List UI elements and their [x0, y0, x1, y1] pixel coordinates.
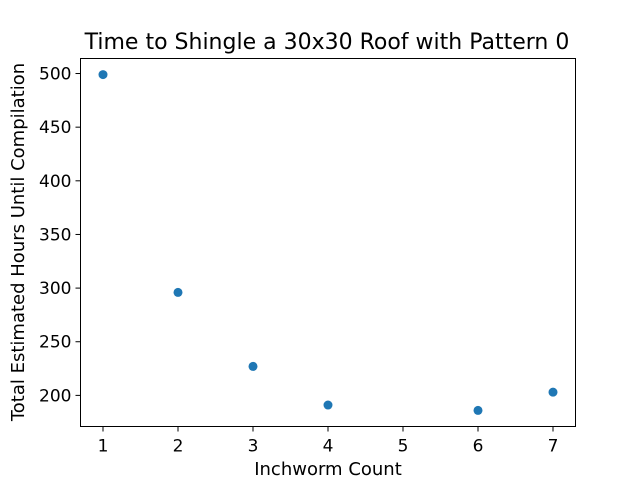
y-tick-label: 250	[39, 333, 71, 353]
x-tick-label: 2	[173, 437, 184, 457]
y-tick-label: 200	[39, 386, 71, 406]
y-axis: 200 250 300 350 400 450 500	[39, 65, 81, 406]
data-point	[473, 405, 483, 415]
data-point	[548, 387, 558, 397]
chart-title: Time to Shingle a 30x30 Roof with Patter…	[84, 30, 570, 55]
data-points	[98, 70, 558, 415]
y-axis-label: Total Estimated Hours Until Compilation	[8, 63, 29, 422]
plot-frame	[80, 58, 576, 427]
x-tick-label: 6	[473, 437, 484, 457]
x-tick-label: 4	[323, 437, 334, 457]
y-tick-label: 500	[39, 65, 71, 85]
data-point	[173, 287, 183, 297]
y-tick-label: 300	[39, 279, 71, 299]
data-point	[323, 400, 333, 410]
x-axis-label: Inchworm Count	[254, 459, 402, 480]
x-tick-label: 3	[248, 437, 259, 457]
data-point	[98, 70, 108, 80]
plot-area: 1 2 3 4 5 6 7 200 250 300 350 400 450 500	[39, 58, 576, 457]
data-point	[248, 361, 258, 371]
x-tick-label: 5	[398, 437, 409, 457]
x-axis: 1 2 3 4 5 6 7	[98, 426, 559, 457]
y-tick-label: 400	[39, 172, 71, 192]
x-tick-label: 7	[548, 437, 559, 457]
y-tick-label: 450	[39, 118, 71, 138]
y-tick-label: 350	[39, 225, 71, 245]
x-tick-label: 1	[98, 437, 109, 457]
